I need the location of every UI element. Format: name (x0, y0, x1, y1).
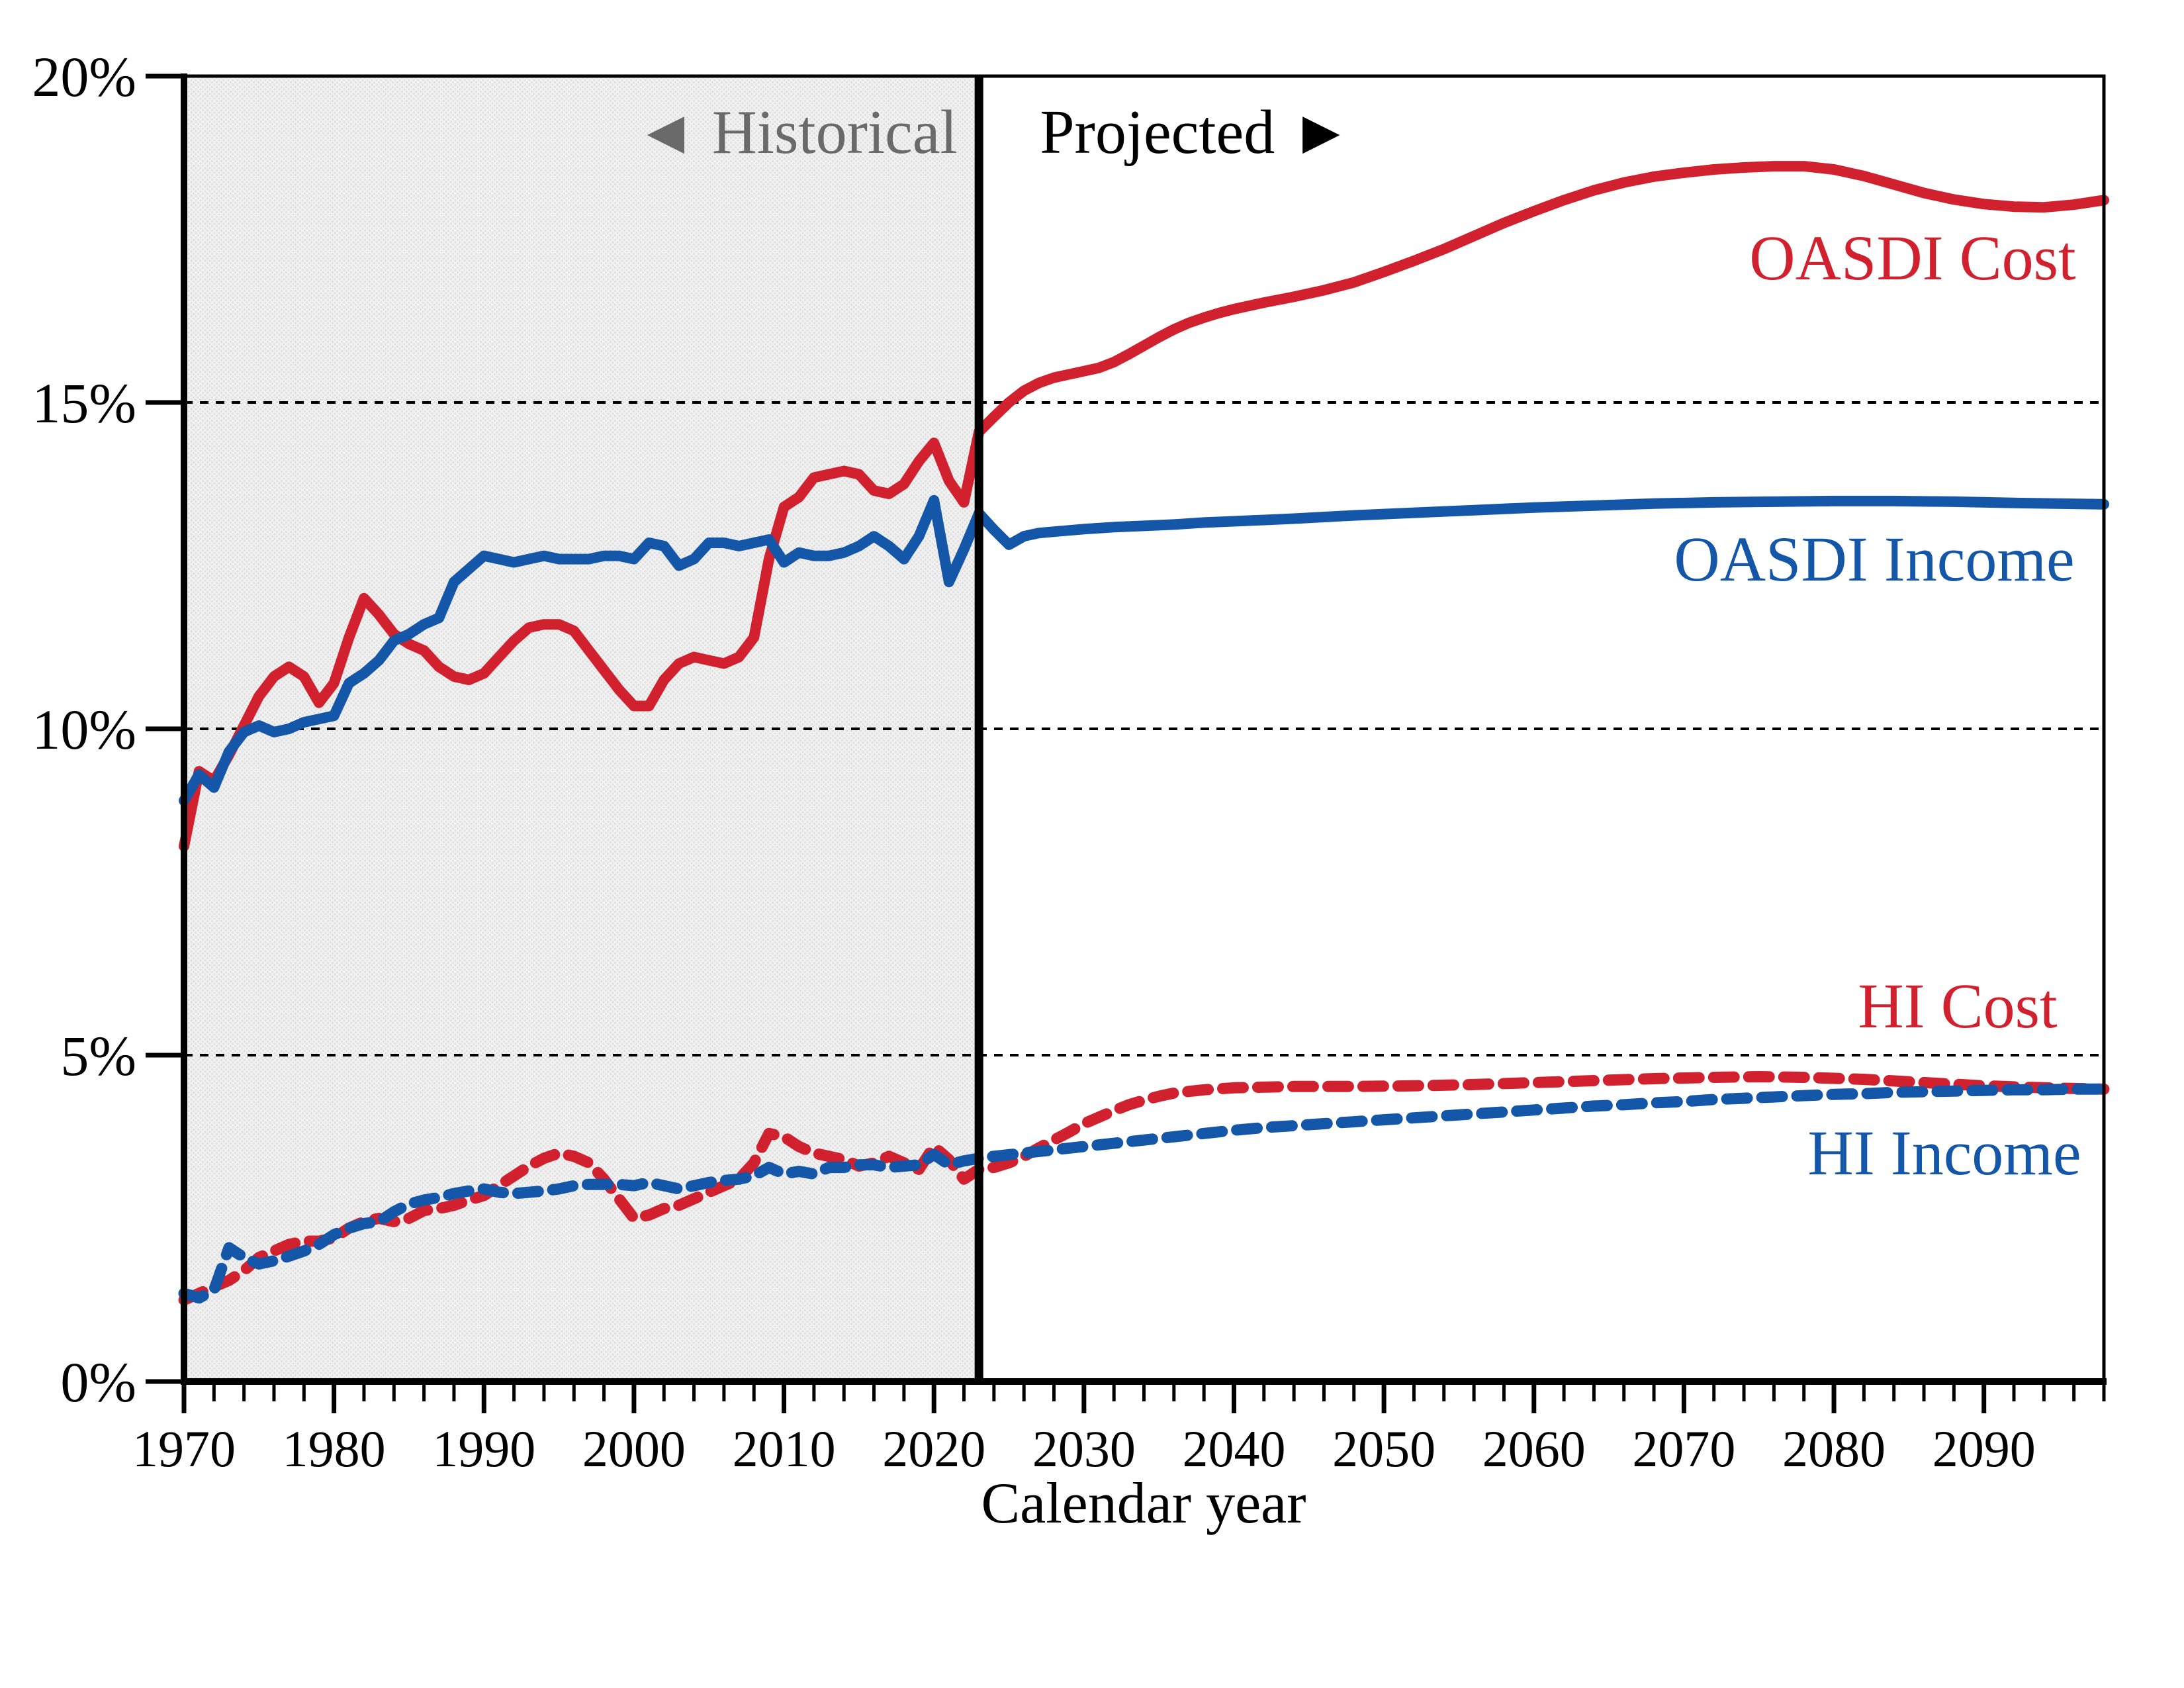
hi-cost-line (178, 1071, 2110, 1306)
hi-income-line (178, 1083, 2110, 1304)
oasdi-cost-series-label: OASDI Cost (1749, 222, 2076, 293)
x-tick-label-2090: 2090 (1933, 1420, 2036, 1477)
oasdi-income-line (179, 494, 2109, 806)
x-tick-label-2000: 2000 (582, 1420, 686, 1477)
x-axis-title: Calendar year (981, 1472, 1306, 1536)
y-tick-label-0%: 0% (60, 1350, 136, 1414)
x-tick-label-1990: 1990 (432, 1420, 535, 1477)
axis-ticks (146, 73, 2106, 1413)
x-tick-label-2030: 2030 (1032, 1420, 1136, 1477)
x-tick-label-2050: 2050 (1332, 1420, 1435, 1477)
axis-tick-labels: 0% 5% 10% 15% 20% 1970 1980 1990 2000 2010 2020 203… (32, 45, 2035, 1477)
x-tick-label-2070: 2070 (1632, 1420, 1735, 1477)
y-tick-label-20%: 20% (32, 45, 136, 109)
horizontal-gridlines (184, 401, 2104, 1056)
x-tick-label-1980: 1980 (283, 1420, 386, 1477)
oasdi-cost-line (179, 161, 2109, 852)
x-tick-label-2040: 2040 (1182, 1420, 1285, 1477)
y-tick-label-5%: 5% (60, 1024, 136, 1088)
y-tick-label-15%: 15% (32, 371, 136, 435)
oasdi-income-series-label: OASDI Income (1674, 524, 2075, 594)
historical-region-label: ◄ Historical (635, 98, 958, 167)
x-tick-label-2080: 2080 (1782, 1420, 1886, 1477)
y-tick-label-10%: 10% (32, 698, 136, 761)
hi-cost-series-label: HI Cost (1858, 970, 2058, 1041)
x-tick-label-2060: 2060 (1482, 1420, 1586, 1477)
x-tick-label-2020: 2020 (882, 1420, 985, 1477)
hi-income-series-label: HI Income (1807, 1117, 2081, 1188)
x-tick-label-2010: 2010 (733, 1420, 836, 1477)
projected-region-label: Projected ► (1040, 98, 1352, 167)
series-lines (178, 161, 2110, 1306)
x-tick-label-1970: 1970 (132, 1420, 236, 1477)
